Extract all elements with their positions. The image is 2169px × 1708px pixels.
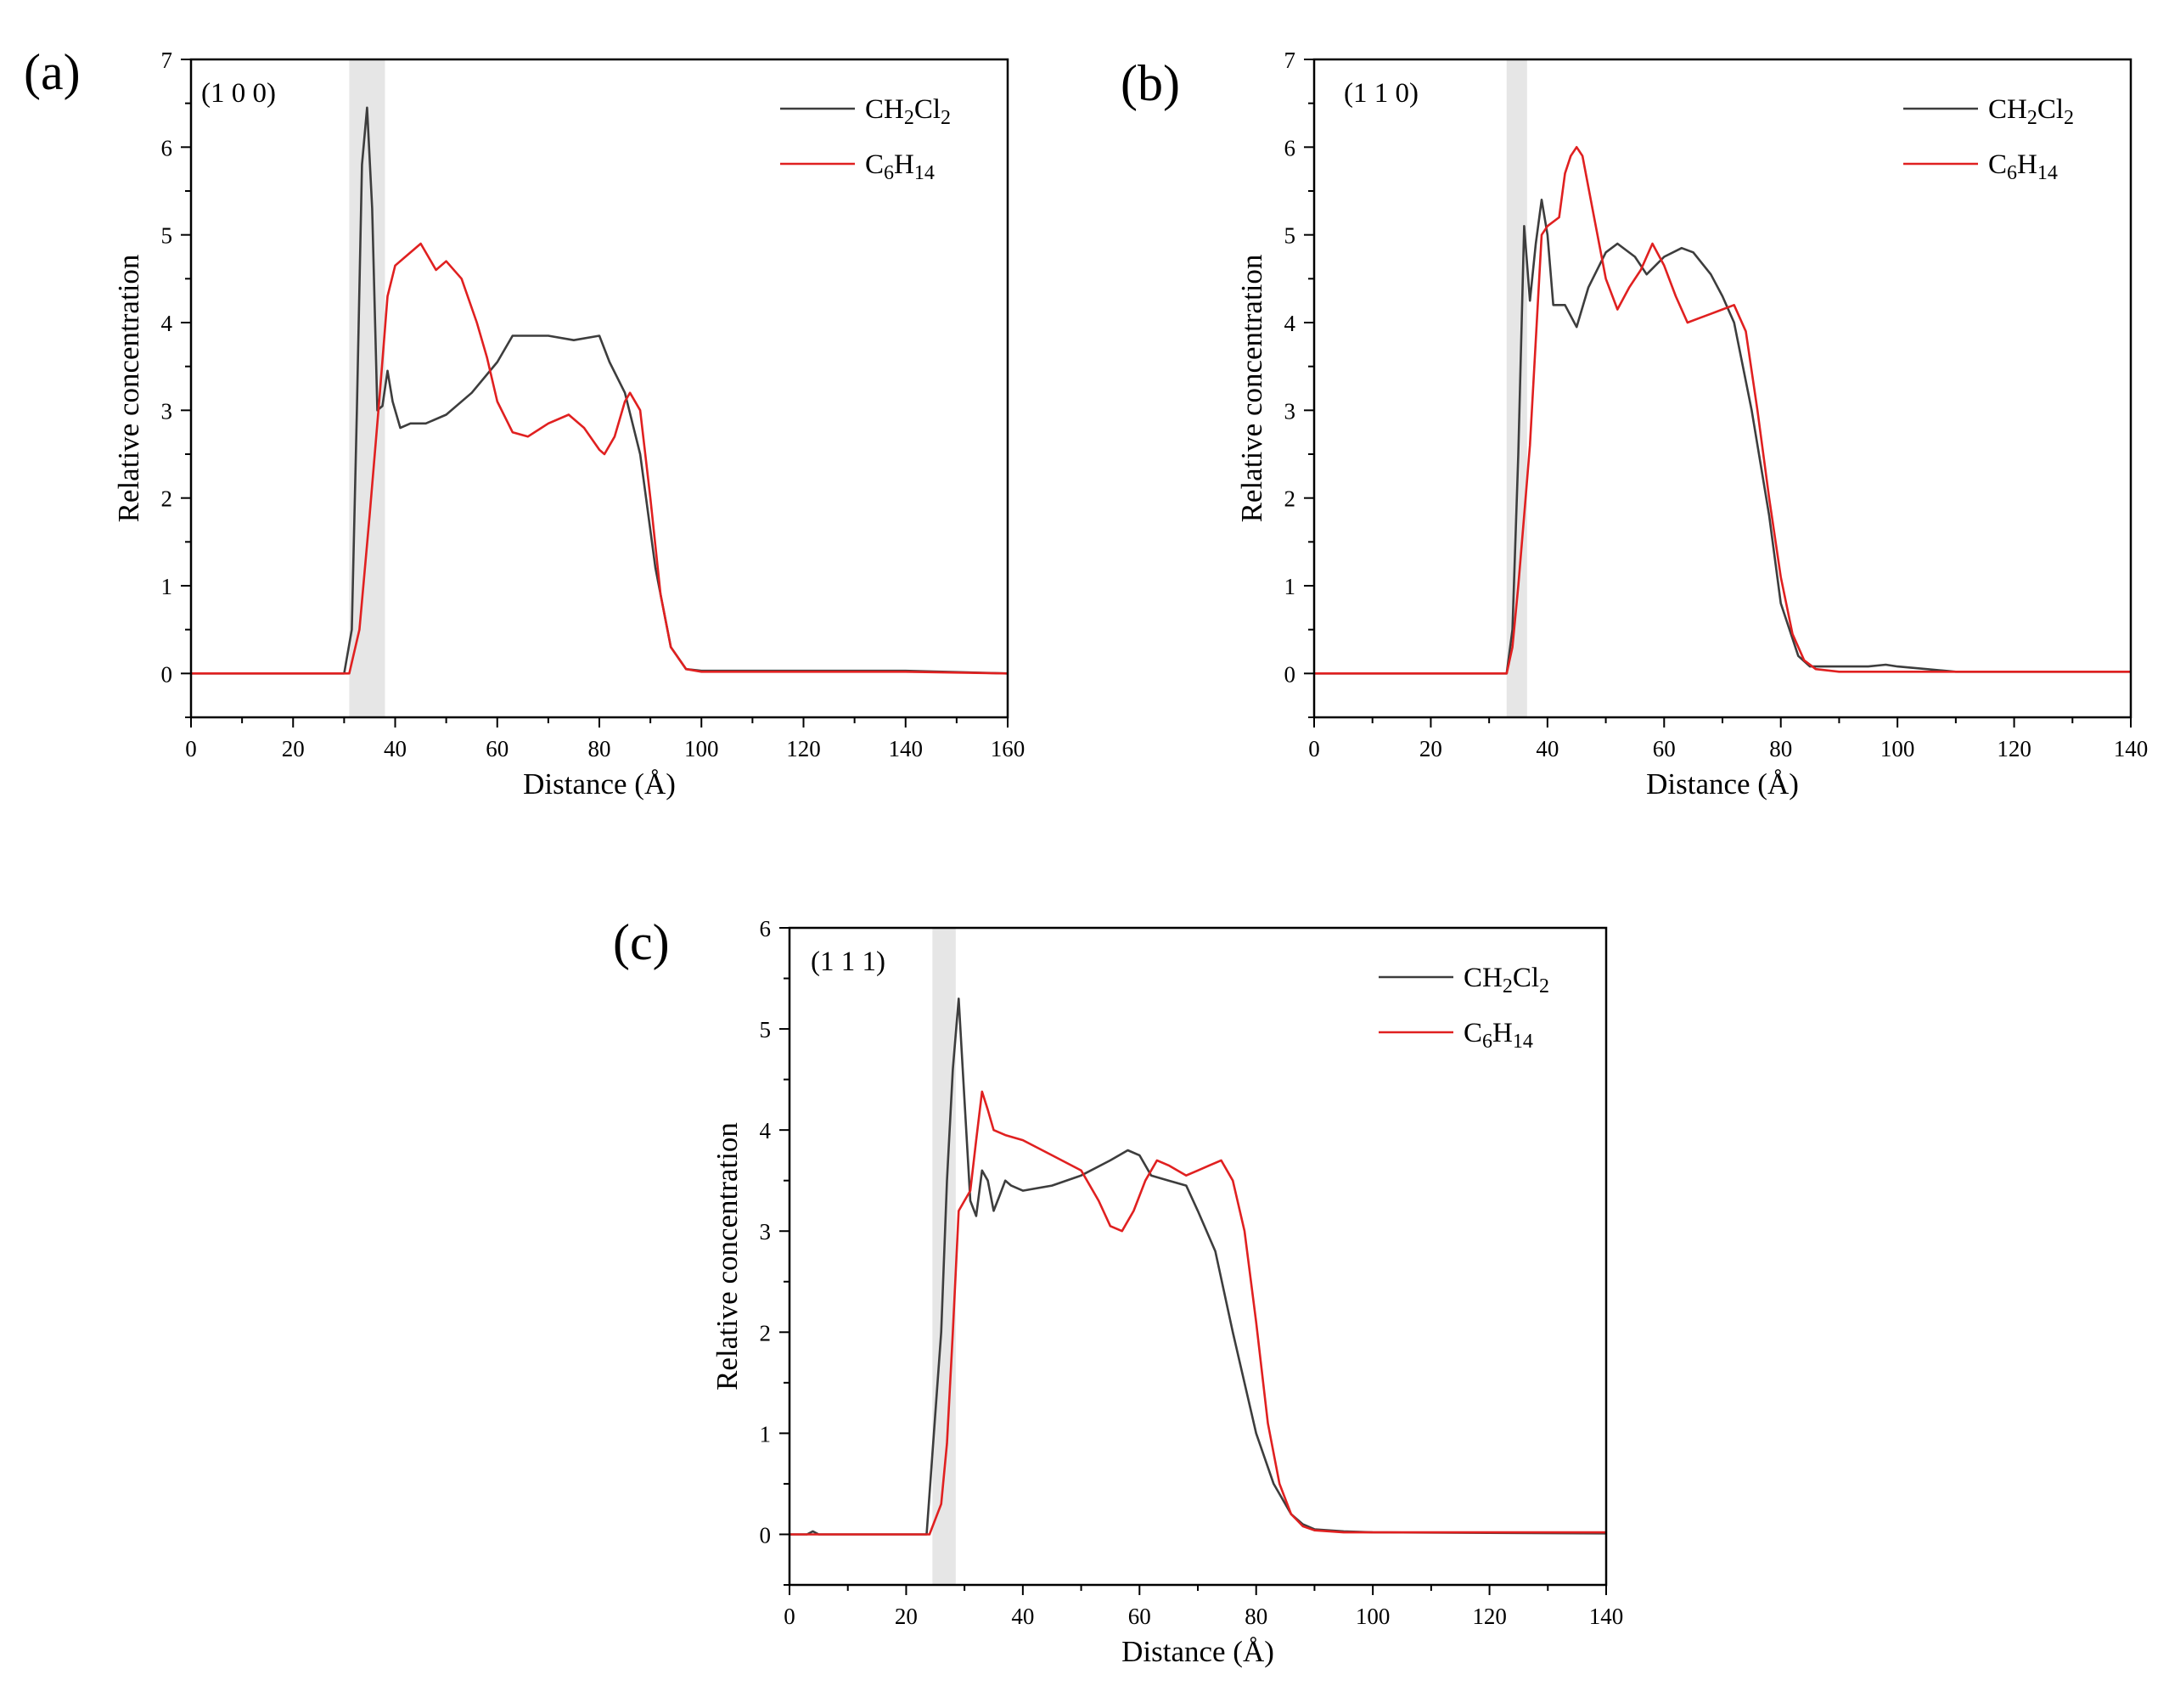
y-tick-label: 7	[1284, 48, 1296, 73]
x-tick-label: 0	[1308, 736, 1320, 761]
x-tick-label: 60	[1653, 736, 1676, 761]
y-tick-label: 0	[760, 1522, 772, 1548]
y-tick-label: 2	[1284, 486, 1296, 512]
y-tick-label: 2	[161, 486, 173, 512]
x-tick-label: 140	[1589, 1604, 1624, 1629]
x-tick-label: 40	[1536, 736, 1559, 761]
y-tick-label: 4	[1284, 311, 1296, 336]
panel-letter: (b)	[1121, 55, 1180, 111]
y-tick-label: 7	[161, 48, 173, 73]
y-tick-label: 6	[1284, 135, 1296, 160]
x-tick-label: 20	[1419, 736, 1442, 761]
facet-label: (1 1 0)	[1344, 78, 1419, 109]
x-tick-label: 140	[889, 736, 924, 761]
y-tick-label: 4	[760, 1118, 772, 1143]
plot-frame	[189, 58, 1009, 719]
x-tick-label: 20	[895, 1604, 918, 1629]
plot-frame	[1312, 58, 2132, 719]
y-axis-title: Relative concentration	[112, 255, 145, 523]
y-tick-label: 3	[1284, 398, 1296, 424]
y-tick-label: 1	[760, 1421, 772, 1447]
x-tick-label: 120	[786, 736, 821, 761]
x-tick-label: 40	[1011, 1604, 1034, 1629]
x-tick-label: 160	[991, 736, 1025, 761]
series-line-ch2cl2	[1314, 199, 2131, 675]
facet-label: (1 0 0)	[201, 78, 276, 109]
y-tick-label: 3	[161, 398, 173, 424]
y-tick-label: 1	[1284, 574, 1296, 599]
series-line-ch2cl2	[789, 997, 1607, 1536]
x-tick-label: 140	[2114, 736, 2149, 761]
x-tick-label: 80	[1245, 1604, 1267, 1629]
legend-label-c6h14: C6H14	[1988, 149, 2058, 184]
panel-b: 0 20 40 60 80 100 120 140 0 1 2 3 4 5 6 7 Distance (Å) Re…	[1121, 48, 2148, 801]
x-tick-label: 60	[486, 736, 509, 761]
series-line-c6h14	[1314, 146, 2131, 675]
x-axis-title: Distance (Å)	[1646, 767, 1799, 801]
y-tick-label: 6	[760, 916, 772, 941]
y-tick-label: 6	[161, 135, 173, 160]
plot-frame	[788, 926, 1608, 1587]
panel-letter: (a)	[24, 44, 81, 100]
x-tick-label: 100	[1356, 1604, 1391, 1629]
panel-c: 0 20 40 60 80 100 120 140 0 1 2 3 4 5 6 Distance (Å) Rel…	[613, 914, 1623, 1668]
panel-letter: (c)	[613, 914, 670, 970]
x-tick-label: 100	[684, 736, 719, 761]
y-tick-label: 5	[1284, 223, 1296, 249]
x-tick-label: 100	[1880, 736, 1915, 761]
panel-a: 0 20 40 60 80 100 120 140 160 0 1 2 3 4 5 6 7 Distance (Å…	[24, 44, 1025, 801]
legend-label-c6h14: C6H14	[865, 149, 935, 184]
y-axis-title: Relative concentration	[711, 1122, 744, 1391]
x-axis-title: Distance (Å)	[523, 767, 676, 801]
series-line-ch2cl2	[191, 106, 1009, 675]
y-axis-title: Relative concentration	[1235, 255, 1268, 523]
legend-label-ch2cl2: CH2Cl2	[1464, 963, 1549, 997]
x-tick-label: 0	[784, 1604, 795, 1629]
y-tick-label: 4	[161, 311, 173, 336]
x-tick-label: 120	[1997, 736, 2031, 761]
x-axis-title: Distance (Å)	[1121, 1635, 1274, 1668]
y-tick-label: 3	[760, 1219, 772, 1244]
x-tick-label: 0	[185, 736, 197, 761]
x-tick-label: 20	[282, 736, 305, 761]
x-tick-label: 120	[1472, 1604, 1507, 1629]
series-line-c6h14	[191, 242, 1009, 675]
x-tick-label: 80	[588, 736, 611, 761]
y-tick-label: 0	[1284, 661, 1296, 687]
shaded-interface-region	[349, 59, 385, 717]
y-tick-label: 5	[161, 223, 173, 249]
series-line-c6h14	[789, 1090, 1606, 1536]
legend-label-ch2cl2: CH2Cl2	[865, 94, 951, 129]
y-tick-label: 5	[760, 1017, 772, 1042]
x-tick-label: 40	[384, 736, 407, 761]
shaded-interface-region	[1506, 59, 1527, 717]
legend-label-c6h14: C6H14	[1464, 1018, 1533, 1053]
x-tick-label: 60	[1128, 1604, 1151, 1629]
facet-label: (1 1 1)	[811, 947, 885, 977]
y-tick-label: 2	[760, 1320, 772, 1346]
legend-label-ch2cl2: CH2Cl2	[1988, 94, 2074, 129]
y-tick-label: 1	[161, 574, 173, 599]
x-tick-label: 80	[1769, 736, 1792, 761]
y-tick-label: 0	[161, 661, 173, 687]
